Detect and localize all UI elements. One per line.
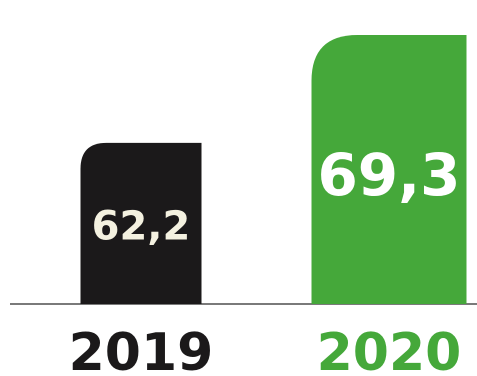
bar-2019 (80, 142, 202, 304)
value-labels-group: 62,2 69,3 (92, 141, 461, 250)
value-label-2019: 62,2 (92, 204, 191, 250)
tick-labels-group: 2019 2020 (69, 323, 462, 376)
bars-group (80, 34, 467, 305)
bar-2020 (311, 34, 467, 305)
value-label-2020: 69,3 (317, 141, 460, 209)
x-tick-label-2020: 2020 (317, 323, 462, 376)
x-tick-label-2019: 2019 (69, 323, 214, 376)
